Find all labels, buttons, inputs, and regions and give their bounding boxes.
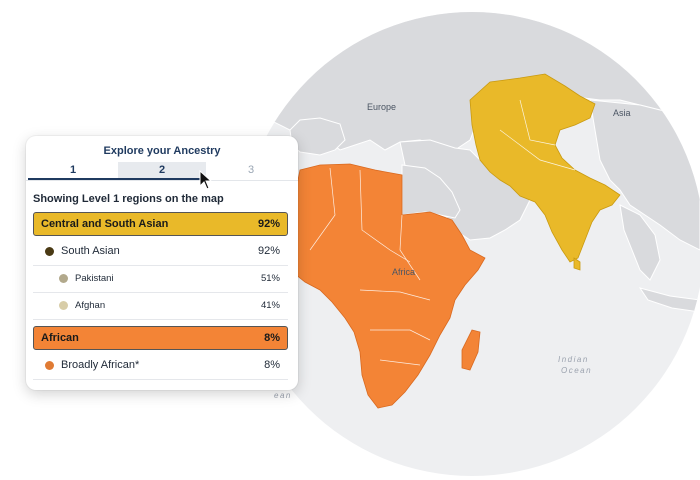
color-dot-icon xyxy=(59,274,68,283)
asia-label: Asia xyxy=(613,108,631,118)
color-dot-icon xyxy=(45,247,54,256)
tab-level-3[interactable]: 3 xyxy=(247,164,255,176)
partial-ocean-label: ean xyxy=(274,391,292,400)
tab-level-1[interactable]: 1 xyxy=(28,162,118,180)
list-item-afghan[interactable]: Afghan 41% xyxy=(33,293,288,320)
level-tabs: 1 2 3 xyxy=(26,162,298,181)
africa-label: Africa xyxy=(392,267,415,277)
group-percent: 92% xyxy=(257,218,280,230)
african-region[interactable] xyxy=(284,163,486,409)
item-name: Broadly African* xyxy=(61,359,140,371)
showing-text: Showing Level 1 regions on the map xyxy=(33,193,224,205)
item-percent: 51% xyxy=(260,273,280,284)
europe-label: Europe xyxy=(367,102,396,112)
indonesia-landmass xyxy=(638,287,700,313)
group-african[interactable]: African 8% xyxy=(33,326,288,350)
color-dot-icon xyxy=(59,301,68,310)
group-name: Central and South Asian xyxy=(41,218,169,230)
ocean-label-line2: Ocean xyxy=(561,366,592,375)
item-percent: 41% xyxy=(260,300,280,311)
central-south-asian-region[interactable] xyxy=(469,73,621,263)
tab-level-2[interactable]: 2 xyxy=(118,162,206,180)
list-item-pakistani[interactable]: Pakistani 51% xyxy=(33,266,288,293)
item-percent: 8% xyxy=(264,359,280,371)
color-dot-icon xyxy=(45,361,54,370)
group-name: African xyxy=(41,332,79,344)
ancestry-panel: Explore your Ancestry 1 2 3 Showing Leve… xyxy=(26,136,298,390)
list-item-broadly-african[interactable]: Broadly African* 8% xyxy=(33,353,288,380)
mouse-cursor-icon xyxy=(199,170,213,190)
panel-title: Explore your Ancestry xyxy=(103,145,221,157)
southeast-asia-landmass xyxy=(619,204,661,281)
group-central-south-asian[interactable]: Central and South Asian 92% xyxy=(33,212,288,236)
country-borders xyxy=(309,99,576,366)
madagascar-region[interactable] xyxy=(461,329,481,371)
list-item-south-asian[interactable]: South Asian 92% xyxy=(33,239,288,266)
item-percent: 92% xyxy=(257,245,280,257)
sri-lanka-region[interactable] xyxy=(573,257,581,271)
item-name: Afghan xyxy=(75,300,106,311)
item-name: South Asian xyxy=(61,245,120,257)
group-percent: 8% xyxy=(264,332,280,344)
ocean-label-line1: Indian xyxy=(558,355,589,364)
item-name: Pakistani xyxy=(75,273,114,284)
